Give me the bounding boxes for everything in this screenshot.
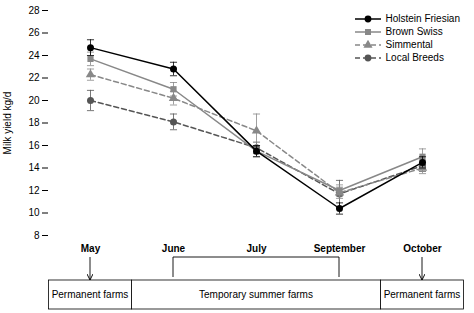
svg-text:24: 24 <box>28 50 40 61</box>
svg-text:October: October <box>403 243 441 254</box>
svg-text:Milk yield kg/d: Milk yield kg/d <box>2 92 13 155</box>
svg-text:22: 22 <box>28 72 40 83</box>
svg-text:26: 26 <box>28 27 40 38</box>
html-text:Brown Swiss: Brown Swiss <box>385 26 443 37</box>
svg-text:18: 18 <box>28 117 40 128</box>
svg-text:14: 14 <box>28 162 40 173</box>
svg-text:Temporary summer farms: Temporary summer farms <box>199 289 313 300</box>
svg-text:16: 16 <box>28 140 40 151</box>
svg-text:Permanent farms: Permanent farms <box>384 289 461 300</box>
svg-text:8: 8 <box>34 230 40 241</box>
svg-text:12: 12 <box>28 185 40 196</box>
svg-text:Permanent farms: Permanent farms <box>52 289 129 300</box>
html-text:Simmental: Simmental <box>385 39 433 50</box>
svg-text:10: 10 <box>28 207 40 218</box>
svg-text:28: 28 <box>28 5 40 16</box>
svg-text:June: June <box>162 243 186 254</box>
svg-text:July: July <box>246 243 266 254</box>
html-text:Local Breeds: Local Breeds <box>385 52 444 63</box>
html-text:Holstein Friesian: Holstein Friesian <box>385 13 460 24</box>
svg-text:September: September <box>314 243 366 254</box>
svg-text:20: 20 <box>28 95 40 106</box>
svg-text:May: May <box>81 243 101 254</box>
